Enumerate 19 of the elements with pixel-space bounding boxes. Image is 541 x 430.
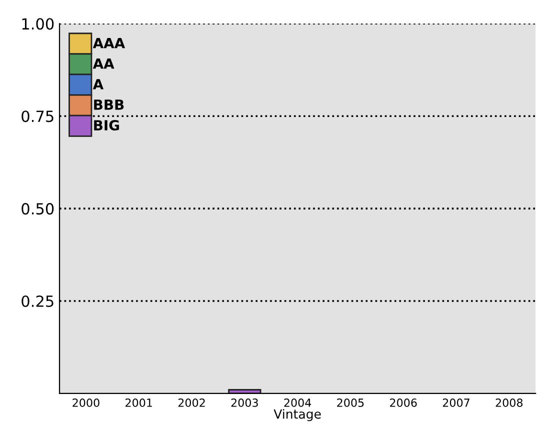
x-tick-label: 2005 <box>337 398 364 407</box>
legend-label: BIG <box>94 120 119 131</box>
x-tick-label: 2001 <box>126 398 152 407</box>
x-tick-label: 2000 <box>72 398 100 407</box>
y-tick-label: 0.25 <box>22 295 54 308</box>
x-tick-label: 2008 <box>496 398 523 407</box>
legend-label: AAA <box>92 38 126 48</box>
legend-label: A <box>92 79 104 90</box>
x-tick-label: 2006 <box>390 398 417 407</box>
y-tick-label: 0.50 <box>22 203 54 215</box>
x-axis-title: Vintage <box>274 409 321 422</box>
y-tick-label: 0.75 <box>22 110 54 122</box>
x-tick-label: 2007 <box>442 398 470 407</box>
x-tick-label: 2004 <box>284 398 312 407</box>
legend-label: AA <box>92 58 114 69</box>
y-tick-label: 1.00 <box>22 18 54 30</box>
legend-label: BBB <box>94 100 124 110</box>
x-tick-label: 2002 <box>178 398 205 407</box>
x-tick-label: 2003 <box>231 398 258 407</box>
